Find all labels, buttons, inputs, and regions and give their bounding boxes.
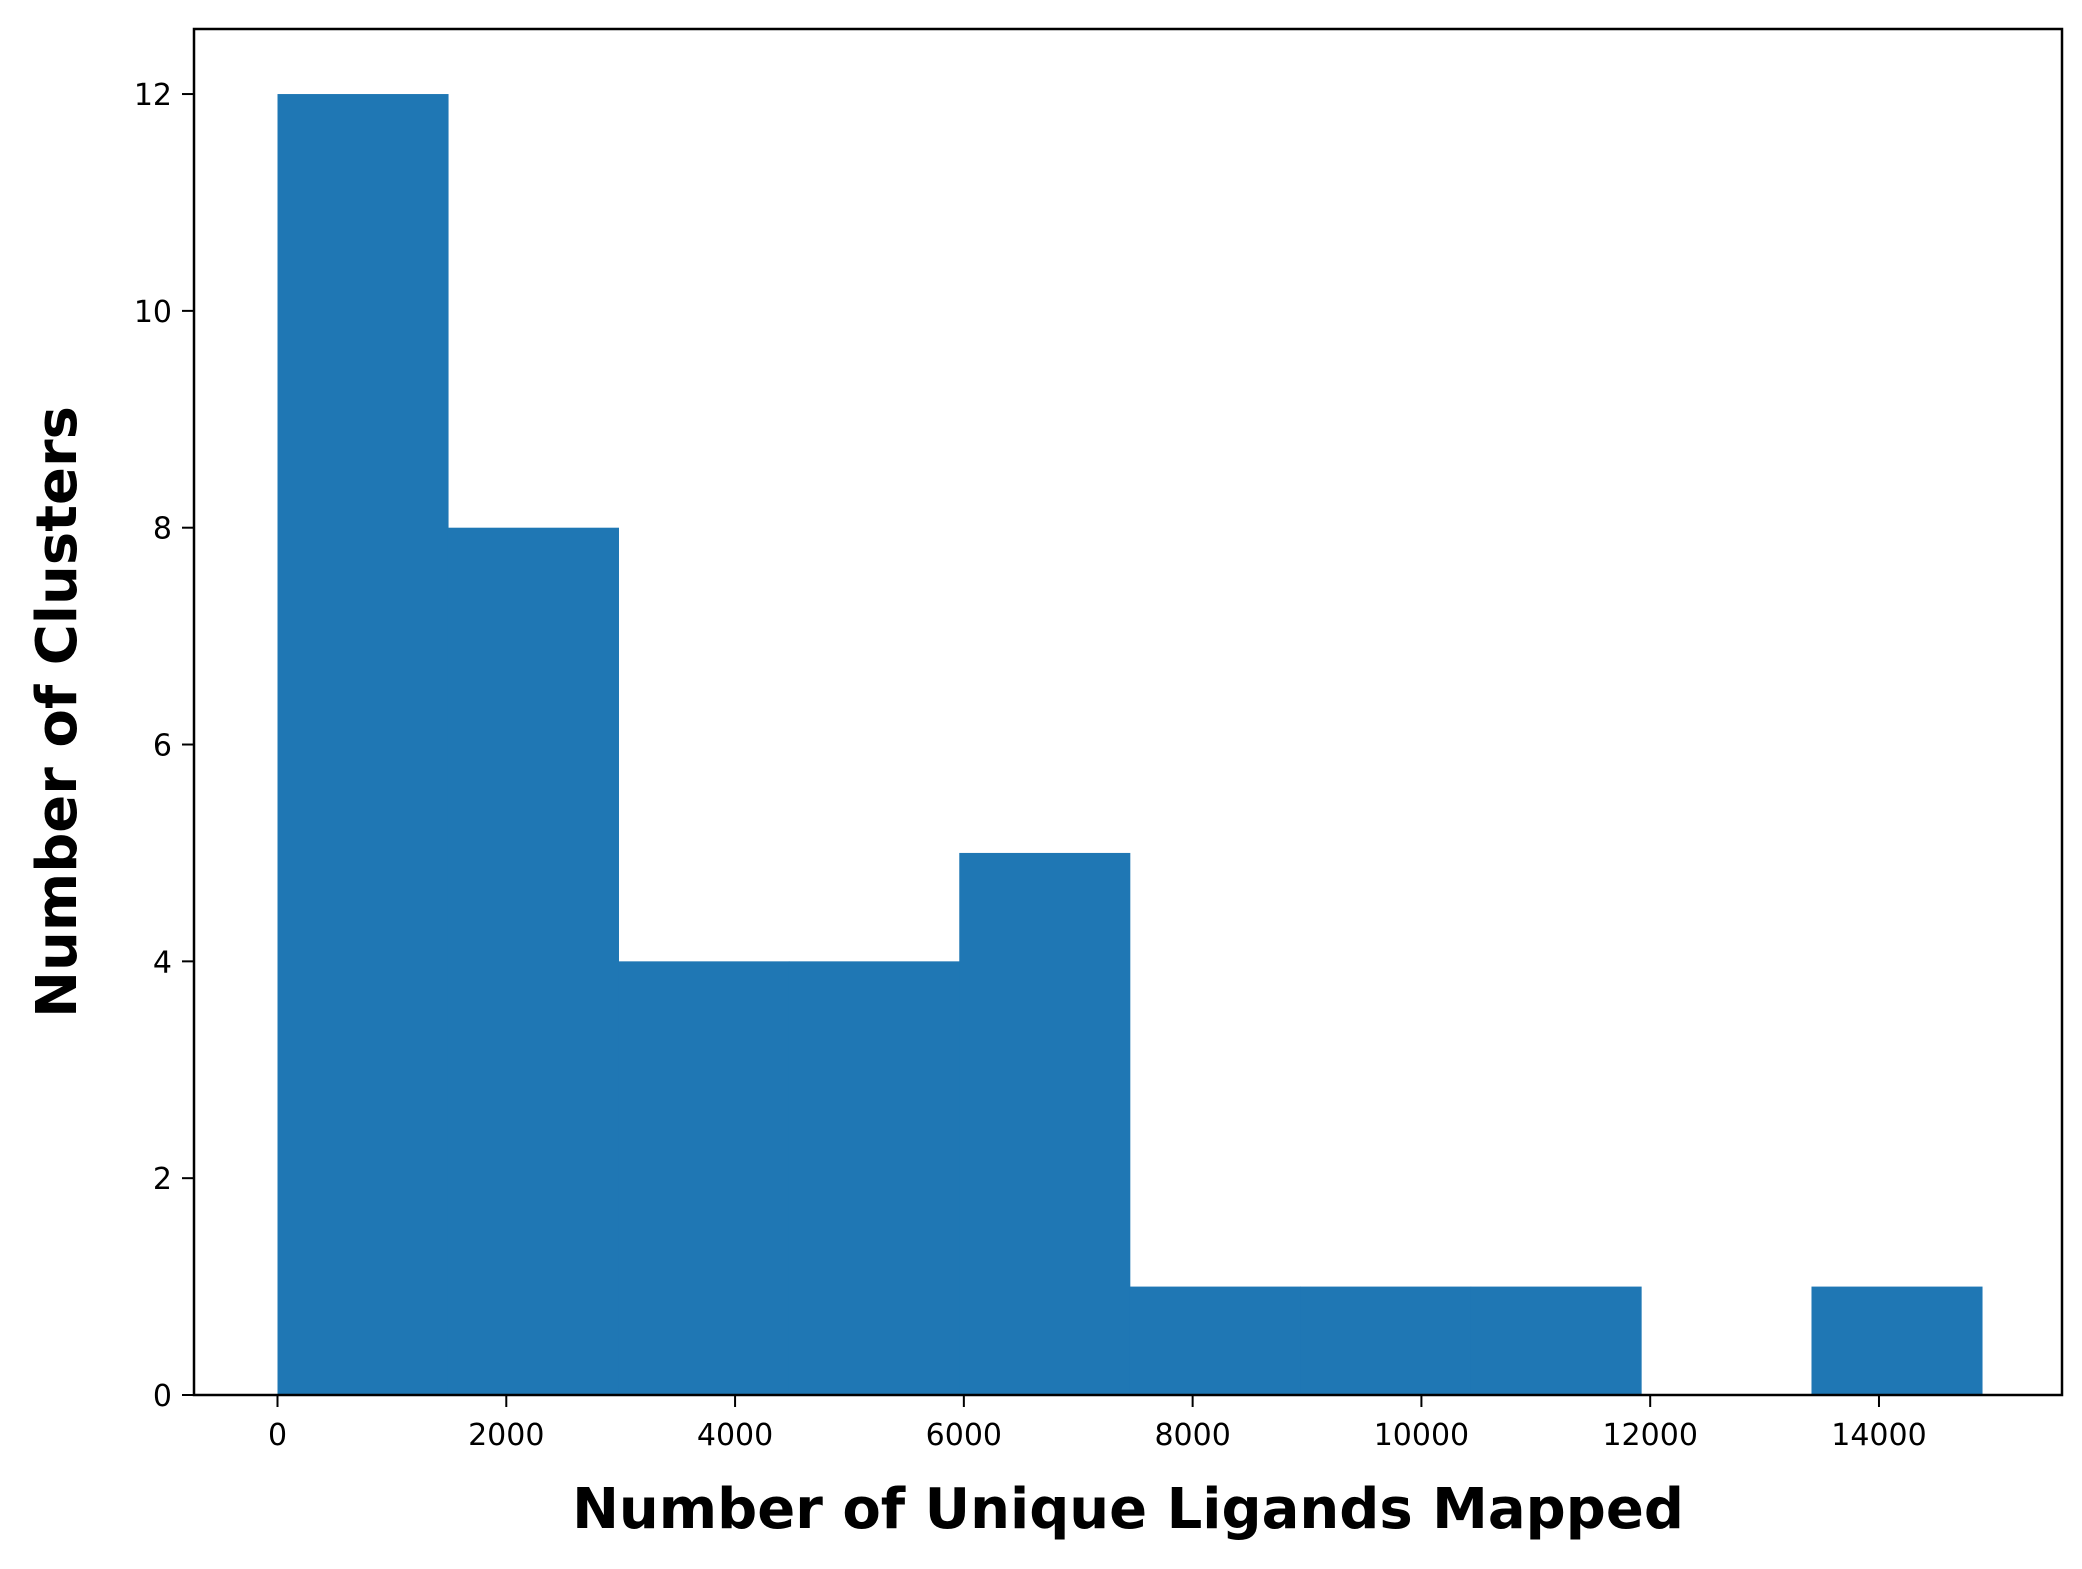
histogram-bar (1470, 1286, 1642, 1395)
histogram-bar (1300, 1286, 1472, 1395)
histogram-bars (277, 94, 1983, 1396)
x-tick-label: 10000 (1374, 1418, 1469, 1453)
x-tick-label: 6000 (926, 1418, 1002, 1453)
y-axis-ticks: 0 2 4 6 8 10 12 (134, 78, 194, 1414)
y-tick-label: 12 (134, 78, 172, 113)
histogram-bar (959, 852, 1131, 1395)
histogram-bar (618, 961, 790, 1395)
y-tick-label: 4 (153, 945, 172, 980)
histogram-bar (788, 961, 960, 1395)
x-tick-label: 2000 (468, 1418, 544, 1453)
histogram-bar (1129, 1286, 1301, 1395)
x-tick-label: 14000 (1831, 1418, 1926, 1453)
x-tick-label: 0 (268, 1418, 287, 1453)
x-tick-label: 4000 (697, 1418, 773, 1453)
y-tick-label: 10 (134, 295, 172, 330)
x-axis-ticks: 0 2000 4000 6000 8000 10000 12000 14000 (268, 1395, 1927, 1453)
x-axis-label: Number of Unique Ligands Mapped (572, 1477, 1684, 1542)
y-axis-label: Number of Clusters (25, 406, 90, 1018)
histogram-bar (1811, 1286, 1983, 1395)
x-tick-label: 8000 (1154, 1418, 1230, 1453)
x-tick-label: 12000 (1602, 1418, 1697, 1453)
histogram-bar (447, 527, 619, 1395)
y-tick-label: 6 (153, 729, 172, 764)
y-tick-label: 0 (153, 1379, 172, 1414)
y-tick-label: 2 (153, 1162, 172, 1197)
histogram-bar (277, 94, 449, 1396)
plot-frame (192, 27, 2064, 1397)
y-tick-label: 8 (153, 512, 172, 547)
